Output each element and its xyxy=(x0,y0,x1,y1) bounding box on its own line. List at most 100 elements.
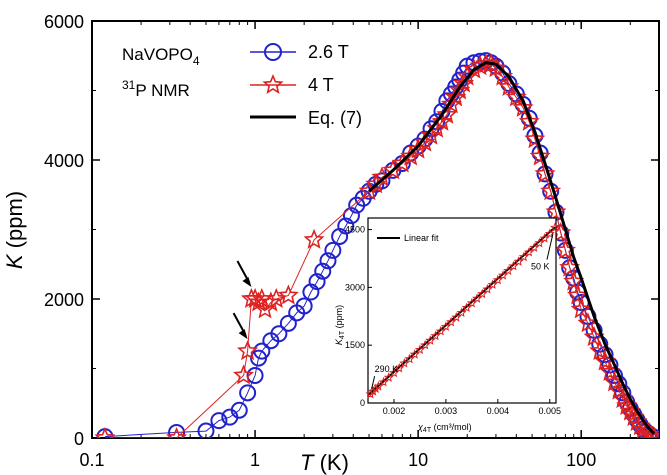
data-point-4T xyxy=(445,86,467,107)
inset-annotation-arrow xyxy=(546,233,554,260)
inset-x-tick-label: 0.005 xyxy=(539,406,562,416)
data-point-4T xyxy=(512,96,534,117)
legend-label-2p6T: 2.6 T xyxy=(308,42,349,62)
legend-marker-star xyxy=(262,73,284,95)
arrow-head xyxy=(238,329,248,340)
inset-chart: 0.002 0.003 0.004 0.005 0 1500 3000 4500 290 K 5… xyxy=(334,217,562,434)
legend-label-eq7: Eq. (7) xyxy=(308,108,362,128)
inset-x-tick-label: 0.003 xyxy=(435,406,458,416)
data-point-2p6T xyxy=(279,314,297,332)
data-point-4T xyxy=(431,110,453,131)
inset-linear-fit xyxy=(367,226,556,397)
inset-annotation-50K: 50 K xyxy=(531,262,550,272)
data-point-2p6T xyxy=(337,217,355,235)
data-point-2p6T xyxy=(295,297,313,315)
data-point-4T xyxy=(492,65,514,86)
data-point-2p6T xyxy=(342,207,360,225)
data-point-4T xyxy=(391,152,413,173)
y-axis-title-symbol: K xyxy=(2,253,27,269)
inset-y-title-unit: (ppm) xyxy=(334,305,344,331)
data-point-2p6T xyxy=(314,262,332,280)
data-point-2p6T xyxy=(210,412,228,430)
data-point-2p6T xyxy=(239,384,257,402)
inset-y-title-sub: 4T xyxy=(339,330,346,339)
inset-y-tick-label: 4500 xyxy=(345,225,365,235)
data-point-4T xyxy=(440,93,462,114)
inset-annotation-290K: 290 K xyxy=(375,364,399,374)
inset-annotation-arrow xyxy=(371,376,376,390)
inset-frame xyxy=(367,217,557,404)
data-point-4T xyxy=(540,180,562,201)
inset-data-point xyxy=(549,222,561,232)
inset-data-point xyxy=(370,383,381,394)
y-tick-label: 2000 xyxy=(44,290,84,310)
inset-y-title-symbol: K xyxy=(334,338,344,345)
inset-x-title-unit: (cm³/mol) xyxy=(431,422,472,432)
data-point-2p6T xyxy=(197,422,215,438)
data-point-4T xyxy=(449,79,471,100)
data-point-4T xyxy=(237,340,259,361)
data-point-4T xyxy=(166,426,188,438)
data-point-2p6T xyxy=(319,252,337,270)
data-point-4T xyxy=(94,426,116,438)
y-tick-label: 0 xyxy=(74,429,84,449)
data-point-4T xyxy=(485,57,507,78)
main-ticks: 0.1 1 10 100 0 2000 4000 6000 xyxy=(44,12,660,470)
data-point-4T xyxy=(524,128,546,149)
nmr-label-text: P NMR xyxy=(135,81,189,100)
y-axis-title-unit: (ppm) xyxy=(2,191,27,255)
legend-label-4T: 4 T xyxy=(308,75,334,95)
inset-y-title: K4T (ppm) xyxy=(334,305,346,345)
data-point-4T xyxy=(498,75,520,96)
series-eq7-curve xyxy=(368,61,656,435)
data-point-2p6T xyxy=(270,325,288,343)
nmr-label: 31P NMR xyxy=(122,78,190,100)
data-point-2p6T xyxy=(324,241,342,259)
data-point-4T xyxy=(436,103,458,124)
data-point-4T xyxy=(643,426,659,438)
data-point-4T xyxy=(303,228,325,249)
inset-x-tick-label: 0.002 xyxy=(383,406,406,416)
data-point-4T xyxy=(518,110,540,131)
y-tick-label: 6000 xyxy=(44,12,84,32)
inset-y-tick-label: 1500 xyxy=(345,340,365,350)
inset-series-layer: 290 K 50 K xyxy=(365,222,561,399)
data-point-4T xyxy=(529,145,551,166)
data-point-4T xyxy=(382,159,404,180)
x-axis-title-symbol: T xyxy=(300,450,315,475)
main-legend: 2.6 T 4 T Eq. (7) xyxy=(250,42,362,128)
data-point-4T xyxy=(567,284,589,305)
inset-y-tick-label: 3000 xyxy=(345,282,365,292)
x-tick-label: 1 xyxy=(250,450,260,470)
data-point-4T xyxy=(233,364,255,385)
inset-y-tick-label: 0 xyxy=(360,398,365,408)
x-axis-title: T (K) xyxy=(300,450,349,475)
data-point-4T xyxy=(505,86,527,107)
y-axis-title: K (ppm) xyxy=(2,191,27,269)
compound-label-sub: 4 xyxy=(193,54,200,68)
x-tick-label: 10 xyxy=(408,450,428,470)
data-point-4T xyxy=(277,284,299,305)
inset-legend-label: Linear fit xyxy=(404,233,439,243)
data-point-2p6T xyxy=(230,401,248,419)
data-point-4T xyxy=(570,298,592,319)
data-point-2p6T xyxy=(373,172,391,190)
x-tick-label: 100 xyxy=(566,450,596,470)
data-point-2p6T xyxy=(246,366,264,384)
inset-data-point xyxy=(544,228,555,239)
data-point-2p6T xyxy=(253,342,271,360)
legend-marker-circle xyxy=(264,43,282,61)
y-tick-label: 4000 xyxy=(44,151,84,171)
data-point-2p6T xyxy=(308,273,326,291)
main-series-layer xyxy=(94,52,659,438)
data-point-4T xyxy=(534,162,556,183)
x-axis-title-unit: (K) xyxy=(313,450,348,475)
compound-label-base: NaVOPO xyxy=(122,45,193,64)
inset-x-tick-label: 0.004 xyxy=(487,406,510,416)
arrow-head xyxy=(242,277,252,287)
x-tick-label: 0.1 xyxy=(79,450,104,470)
inset-x-title-symbol: χ xyxy=(417,422,424,432)
compound-label: NaVOPO4 xyxy=(122,45,200,68)
data-point-4T xyxy=(545,201,567,222)
